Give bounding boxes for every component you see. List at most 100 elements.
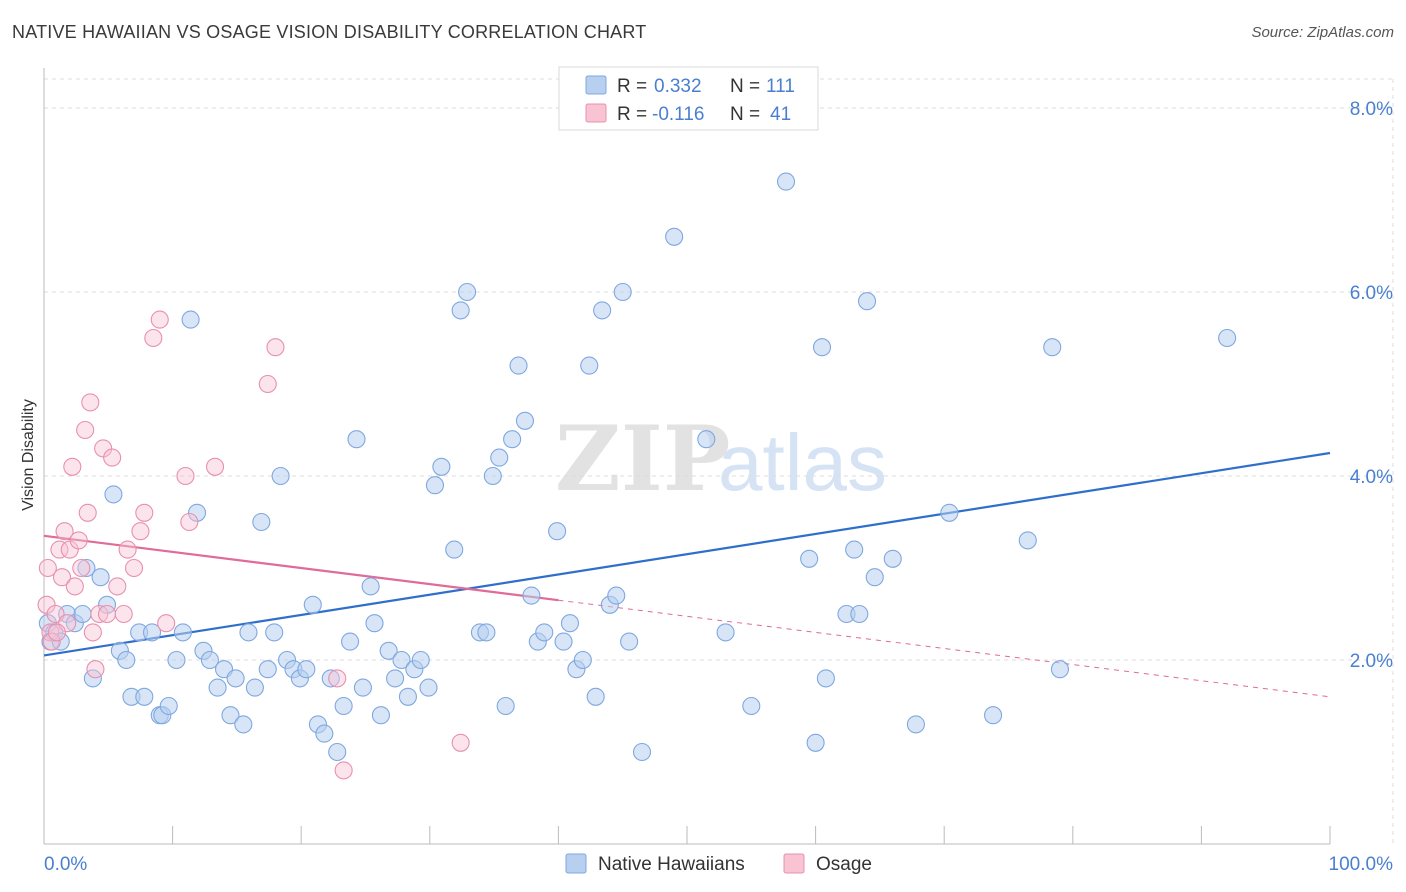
- point-native-hawaiians: [477, 623, 496, 642]
- point-native-hawaiians: [187, 503, 207, 522]
- point-osage: [65, 577, 84, 596]
- point-native-hawaiians: [632, 742, 652, 762]
- point-native-hawaiians: [1043, 338, 1062, 357]
- point-osage: [135, 503, 154, 522]
- point-osage: [86, 660, 105, 679]
- trend-line-osage-extension: [558, 599, 1331, 698]
- point-native-hawaiians: [850, 604, 869, 624]
- point-native-hawaiians: [458, 282, 477, 302]
- point-osage: [328, 669, 347, 688]
- point-native-hawaiians: [371, 706, 390, 725]
- legend-n-label-1: N =: [730, 76, 760, 97]
- point-native-hawaiians: [117, 650, 136, 670]
- y-tick-labels: 2.0% 4.0% 6.0% 8.0%: [1350, 99, 1393, 672]
- point-osage: [108, 577, 127, 596]
- point-native-hawaiians: [265, 623, 284, 642]
- watermark-zip: ZIP: [555, 406, 730, 512]
- data-points: [37, 172, 1237, 780]
- point-native-hawaiians: [77, 558, 96, 578]
- point-osage: [114, 604, 133, 624]
- point-native-hawaiians: [812, 338, 832, 357]
- series-legend: Native Hawaiians Osage: [565, 853, 872, 875]
- y-tick-label-2: 2.0%: [1350, 651, 1393, 672]
- point-native-hawaiians: [593, 301, 612, 320]
- legend-swatch-osage: [585, 103, 607, 123]
- point-native-hawaiians: [548, 522, 567, 541]
- point-native-hawaiians: [303, 595, 322, 614]
- point-native-hawaiians: [496, 696, 515, 716]
- point-native-hawaiians: [221, 706, 240, 725]
- bottom-legend-label-osage: Osage: [816, 854, 872, 875]
- point-native-hawaiians: [245, 678, 264, 697]
- point-osage: [118, 540, 137, 559]
- point-native-hawaiians: [104, 485, 123, 504]
- point-native-hawaiians: [297, 660, 316, 679]
- point-osage: [42, 632, 61, 651]
- point-osage: [97, 604, 117, 624]
- point-native-hawaiians: [586, 687, 605, 706]
- point-native-hawaiians: [665, 227, 684, 246]
- bottom-legend-swatch-native-hawaiians: [565, 853, 587, 874]
- bottom-legend-swatch-osage: [783, 853, 805, 874]
- axes: [43, 68, 1331, 845]
- point-native-hawaiians: [560, 614, 580, 633]
- point-native-hawaiians: [483, 466, 502, 486]
- point-osage: [41, 623, 60, 642]
- stats-legend: R = 0.332 N = 111 R = -0.116 N = 41: [558, 66, 819, 131]
- point-native-hawaiians: [328, 742, 347, 762]
- point-osage: [78, 503, 97, 522]
- point-native-hawaiians: [226, 669, 245, 688]
- point-osage: [180, 512, 199, 532]
- point-native-hawaiians: [425, 476, 444, 495]
- point-osage: [205, 457, 225, 476]
- point-native-hawaiians: [181, 310, 200, 329]
- trend-lines: [43, 451, 1331, 698]
- point-osage: [131, 522, 150, 541]
- point-native-hawaiians: [379, 641, 398, 660]
- point-native-hawaiians: [857, 292, 877, 311]
- point-native-hawaiians: [341, 632, 360, 651]
- point-osage: [63, 457, 82, 476]
- point-native-hawaiians: [252, 512, 271, 532]
- point-osage: [47, 623, 66, 642]
- point-native-hawaiians: [91, 568, 110, 587]
- point-native-hawaiians: [490, 448, 509, 467]
- point-native-hawaiians: [392, 650, 411, 670]
- point-native-hawaiians: [554, 632, 573, 651]
- point-native-hawaiians: [1050, 660, 1069, 679]
- point-native-hawaiians: [97, 595, 117, 614]
- point-native-hawaiians: [906, 715, 925, 734]
- point-osage: [55, 522, 74, 541]
- point-native-hawaiians: [361, 577, 380, 596]
- point-native-hawaiians: [883, 549, 902, 568]
- point-native-hawaiians: [173, 623, 192, 642]
- chart-title: NATIVE HAWAIIAN VS OSAGE VISION DISABILI…: [12, 22, 647, 42]
- point-osage: [124, 558, 144, 578]
- point-osage: [334, 761, 353, 780]
- point-native-hawaiians: [845, 540, 864, 559]
- point-native-hawaiians: [386, 669, 405, 688]
- legend-n-value-2: 41: [770, 104, 791, 125]
- point-native-hawaiians: [607, 586, 626, 605]
- point-osage: [150, 310, 169, 329]
- point-native-hawaiians: [515, 411, 535, 430]
- point-native-hawaiians: [742, 696, 761, 716]
- legend-swatch-native-hawaiians: [585, 75, 607, 95]
- point-native-hawaiians: [271, 466, 290, 486]
- point-native-hawaiians: [580, 356, 599, 375]
- watermark-atlas: atlas: [718, 418, 887, 507]
- point-native-hawaiians: [613, 282, 632, 302]
- point-native-hawaiians: [940, 503, 959, 522]
- point-native-hawaiians: [353, 678, 372, 697]
- point-native-hawaiians: [234, 715, 253, 734]
- point-native-hawaiians: [451, 301, 470, 320]
- point-native-hawaiians: [816, 669, 835, 688]
- point-osage: [451, 733, 470, 752]
- y-tick-label-8: 8.0%: [1350, 99, 1393, 120]
- trend-line-osage: [43, 534, 559, 602]
- bottom-legend-label-native-hawaiians: Native Hawaiians: [598, 854, 745, 875]
- point-native-hawaiians: [535, 623, 554, 642]
- point-native-hawaiians: [800, 549, 819, 568]
- point-native-hawaiians: [411, 650, 430, 670]
